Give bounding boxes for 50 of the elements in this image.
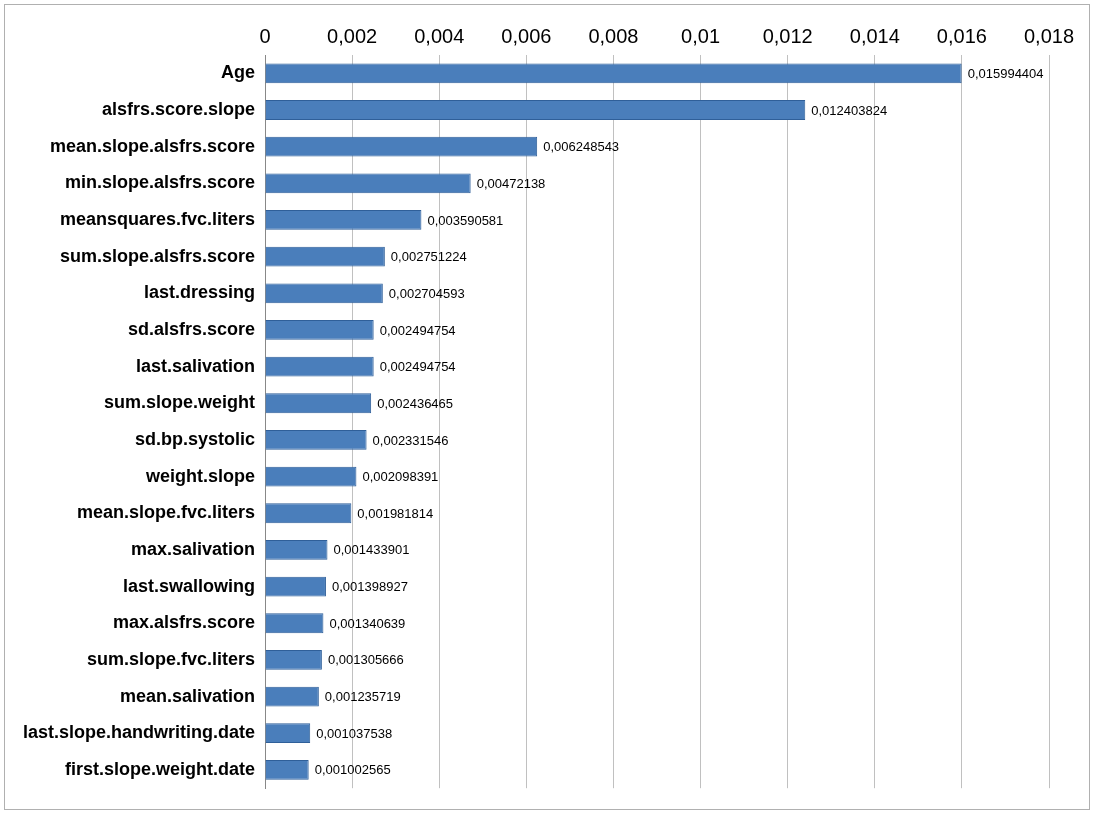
y-tick-label: meansquares.fvc.liters xyxy=(59,208,256,229)
y-tick-label: last.dressing xyxy=(143,282,256,303)
data-label: 0,002751224 xyxy=(390,249,467,265)
x-tick-label: 0,01 xyxy=(681,24,721,47)
y-tick-label: mean.slope.alsfrs.score xyxy=(49,135,256,156)
data-label: 0,003590581 xyxy=(427,212,504,228)
data-label: 0,001398927 xyxy=(331,579,408,595)
data-label: 0,012403824 xyxy=(811,102,888,118)
x-tick-label: 0,014 xyxy=(849,24,900,47)
data-label: 0,002494754 xyxy=(379,322,456,338)
x-tick-label: 0,012 xyxy=(762,24,813,47)
data-label: 0,001340639 xyxy=(329,615,406,631)
y-tick-label: Age xyxy=(221,62,256,83)
x-tick-label: 0,006 xyxy=(501,24,552,47)
y-tick-label: last.salivation xyxy=(135,355,256,376)
x-tick-label: 0,002 xyxy=(327,24,378,47)
y-tick-label: sd.bp.systolic xyxy=(134,428,256,449)
data-label: 0,002704593 xyxy=(388,285,465,301)
x-tick-label: 0,018 xyxy=(1023,24,1075,47)
data-label: 0,001235719 xyxy=(324,689,401,705)
data-label: 0,001305666 xyxy=(327,652,404,668)
x-tick-label: 0,008 xyxy=(588,24,639,47)
y-tick-label: alsfrs.score.slope xyxy=(101,98,256,119)
y-tick-label: sum.slope.alsfrs.score xyxy=(59,245,256,266)
y-tick-label: sum.slope.fvc.liters xyxy=(86,648,256,669)
data-label: 0,002494754 xyxy=(379,359,456,375)
data-label: 0,001002565 xyxy=(314,762,391,778)
data-label: 0,015994404 xyxy=(967,65,1044,81)
data-label: 0,002098391 xyxy=(362,469,439,485)
data-label: 0,001981814 xyxy=(357,505,434,521)
y-tick-label: min.slope.alsfrs.score xyxy=(64,172,256,193)
y-tick-label: sd.alsfrs.score xyxy=(127,318,256,339)
y-tick-label: first.slope.weight.date xyxy=(65,758,256,779)
data-label: 0,001037538 xyxy=(316,725,393,741)
x-tick-label: 0 xyxy=(259,24,271,47)
y-tick-label: mean.salivation xyxy=(119,685,256,706)
data-label: 0,00472138 xyxy=(476,175,546,191)
y-tick-label: sum.slope.weight xyxy=(104,392,256,413)
y-tick-label: last.swallowing xyxy=(123,575,256,596)
y-tick-label: last.slope.handwriting.date xyxy=(23,722,256,743)
x-tick-label: 0,004 xyxy=(414,24,465,47)
data-label: 0,002436465 xyxy=(377,395,454,411)
y-tick-label: max.alsfrs.score xyxy=(112,612,256,633)
y-tick-label: mean.slope.fvc.liters xyxy=(76,502,256,523)
x-tick-label: 0,016 xyxy=(936,24,987,47)
data-label: 0,001433901 xyxy=(333,542,410,558)
data-label: 0,002331546 xyxy=(372,432,449,448)
data-label: 0,006248543 xyxy=(543,139,620,155)
y-tick-label: max.salivation xyxy=(130,538,256,559)
y-tick-label: weight.slope xyxy=(145,465,256,486)
